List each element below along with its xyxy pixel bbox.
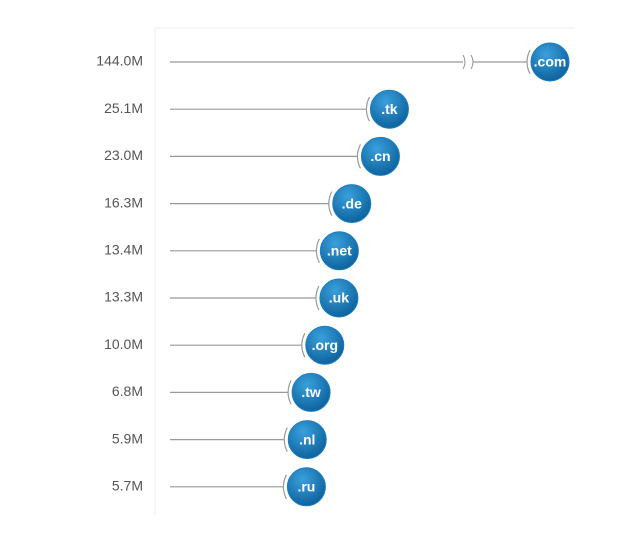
dot [530,42,570,82]
domain-label: .de [342,195,362,211]
dot [332,184,372,224]
value-label: 16.3M [104,194,143,210]
value-label: 23.0M [104,147,143,163]
domain-label: .cn [370,148,390,164]
domain-label: .tk [381,101,398,117]
value-label: 10.0M [104,336,143,352]
value-label: 5.9M [112,430,143,446]
bracket [283,427,288,452]
bracket [365,96,370,122]
dot [319,231,359,271]
domain-label: .tw [301,384,321,400]
bracket [356,144,361,169]
value-label: 5.7M [112,478,143,494]
domain-label: .uk [329,290,349,306]
domain-label: .ru [297,479,315,495]
dot [287,420,327,460]
bracket [328,191,333,216]
domain-label: .org [312,337,338,353]
bracket [287,380,292,405]
dot [286,467,326,507]
bracket [315,238,320,264]
domain-label: .net [327,243,352,259]
bracket [526,49,531,75]
dot [360,136,400,176]
domain-label: .com [534,54,567,70]
value-label: 144.0M [96,53,143,69]
bracket [301,332,306,358]
dot [305,325,345,365]
dot [291,372,331,412]
value-label: 13.4M [104,242,143,258]
value-label: 13.3M [104,289,143,305]
domain-label: .nl [299,431,315,447]
dot [319,278,359,318]
bracket [282,474,287,500]
axis-break [462,54,474,70]
value-label: 25.1M [104,100,143,116]
dot [369,89,409,129]
bracket [315,285,320,311]
value-label: 6.8M [112,383,143,399]
